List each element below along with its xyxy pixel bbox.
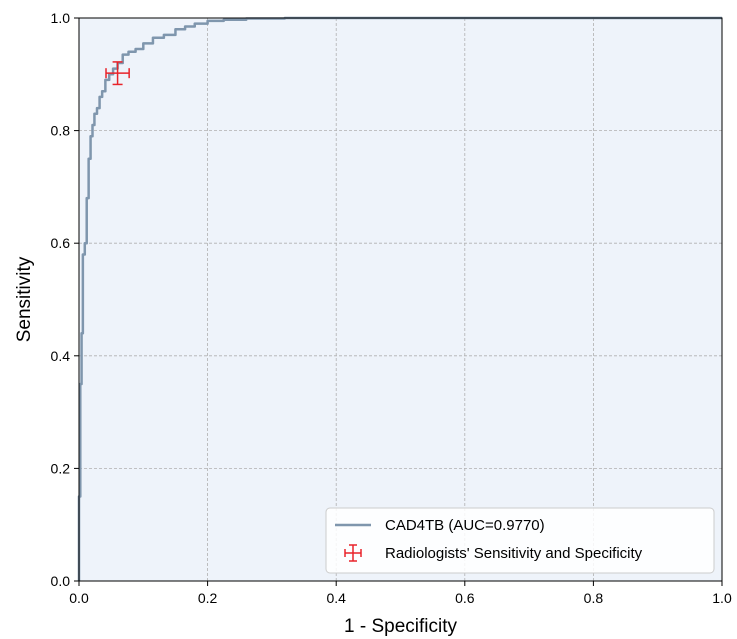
x-tick-label: 0.2 — [198, 590, 218, 606]
legend-errorbar-swatch — [344, 544, 362, 562]
y-axis-ticks: 0.0 0.2 0.4 0.6 0.8 1.0 — [51, 10, 79, 589]
x-tick-label: 1.0 — [712, 590, 732, 606]
y-tick-label: 0.2 — [51, 460, 71, 476]
y-tick-label: 1.0 — [51, 10, 71, 26]
x-tick-label: 0.0 — [69, 590, 89, 606]
y-tick-label: 0.0 — [51, 573, 71, 589]
legend-box — [325, 507, 715, 574]
legend: CAD4TB (AUC=0.9770) Radiologists' Sensit… — [325, 507, 715, 574]
roc-curve-cad4tb — [77, 16, 722, 581]
legend-label-radiologists: Radiologists' Sensitivity and Specificit… — [385, 545, 643, 562]
x-tick-label: 0.4 — [326, 590, 346, 606]
y-tick-label: 0.4 — [51, 348, 71, 364]
x-axis-ticks: 0.0 0.2 0.4 0.6 0.8 1.0 — [69, 581, 732, 606]
y-axis-title: Sensitivity — [14, 256, 35, 342]
grid-lines — [79, 18, 722, 581]
plot-frame — [78, 17, 723, 582]
x-axis-title: 1 - Specificity — [344, 616, 457, 637]
x-tick-label: 0.8 — [584, 590, 604, 606]
x-tick-label: 0.6 — [455, 590, 475, 606]
y-tick-label: 0.8 — [51, 123, 71, 139]
legend-label-cad4tb: CAD4TB (AUC=0.9770) — [385, 517, 545, 534]
plot-background — [79, 18, 722, 581]
radiologist-point-layer — [105, 61, 130, 86]
roc-curve-layer — [77, 16, 722, 581]
y-tick-label: 0.6 — [51, 235, 71, 251]
